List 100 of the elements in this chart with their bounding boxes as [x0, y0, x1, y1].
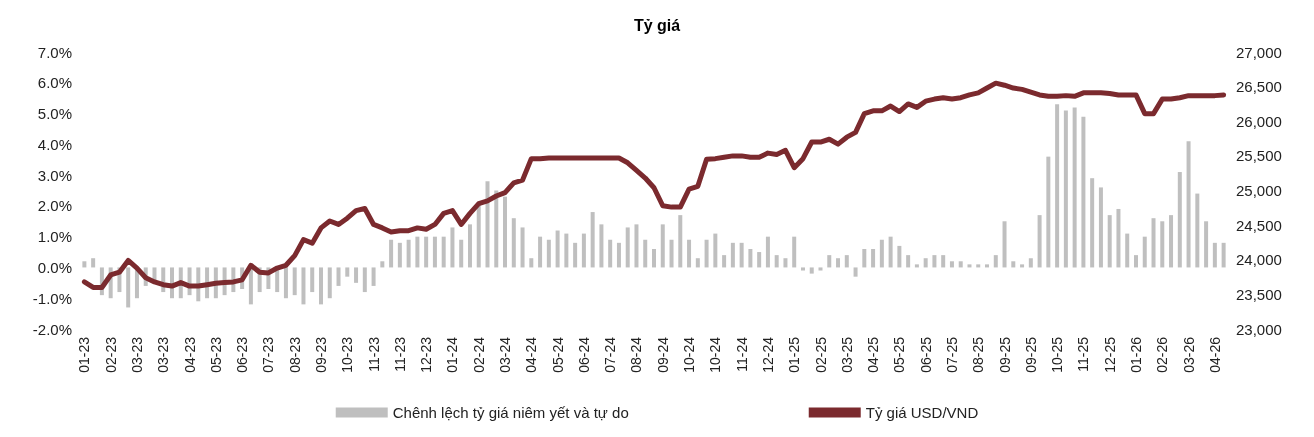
bar: [783, 258, 788, 268]
bar: [1116, 208, 1121, 268]
x-tick-label: 04-26: [1206, 336, 1223, 373]
bar: [827, 255, 832, 268]
bar: [1142, 236, 1147, 268]
bar: [520, 227, 525, 268]
bar: [1090, 178, 1095, 268]
y2-tick-label: 25,500: [1236, 147, 1282, 165]
bar: [634, 224, 639, 268]
bar: [415, 236, 420, 268]
bar: [1186, 141, 1191, 268]
bar: [336, 267, 341, 286]
x-tick-label: 12-24: [759, 336, 776, 373]
bar: [581, 233, 586, 268]
bar: [976, 264, 981, 268]
x-tick-label: 09-25: [996, 336, 1013, 373]
bar: [748, 248, 753, 268]
bar: [1072, 107, 1077, 268]
bar: [818, 267, 823, 271]
x-tick-label: 08-25: [970, 336, 987, 373]
bar: [704, 239, 709, 268]
bar: [1063, 110, 1068, 268]
x-tick-label: 06-23: [234, 336, 251, 373]
bar: [538, 236, 543, 268]
x-tick-label: 01-26: [1127, 336, 1144, 373]
bar: [608, 239, 613, 268]
y-tick-label: 2.0%: [37, 197, 72, 215]
x-tick-label: 01-24: [444, 336, 461, 373]
bar: [792, 236, 797, 268]
bar: [985, 264, 990, 268]
bar: [555, 230, 560, 268]
bar: [546, 239, 551, 268]
x-tick-label: 10-24: [681, 336, 698, 373]
x-tick-label: 04-23: [181, 336, 198, 373]
x-tick-label: 12-25: [1101, 336, 1118, 373]
x-tick-label: 08-23: [286, 336, 303, 373]
bar: [467, 224, 472, 268]
bar: [1081, 116, 1086, 268]
bar: [485, 181, 490, 268]
x-tick-label: 09-23: [312, 336, 329, 373]
x-tick-label: 03-23: [155, 336, 172, 373]
bar: [800, 267, 805, 271]
legend-label: Chênh lệch tỷ giá niêm yết và tự do: [392, 404, 629, 421]
x-tick-label: 06-24: [575, 336, 592, 373]
x-tick-label: 07-24: [602, 336, 619, 373]
x-tick-label: 12-23: [418, 336, 435, 373]
x-tick-label: 11-25: [1075, 336, 1092, 372]
bar: [1002, 221, 1007, 268]
bar: [450, 227, 455, 268]
bar: [809, 267, 814, 274]
y-tick-label: -2.0%: [32, 320, 72, 338]
bar: [1204, 221, 1209, 268]
y2-tick-label: 25,000: [1236, 182, 1282, 199]
bar: [897, 245, 902, 268]
y-tick-label: 0.0%: [37, 258, 72, 276]
bar: [652, 248, 656, 268]
y2-tick-label: 24,000: [1236, 251, 1282, 269]
bar: [494, 190, 499, 268]
bar: [1098, 187, 1103, 268]
bar: [1011, 261, 1016, 268]
bar: [695, 258, 700, 268]
bar: [1125, 233, 1130, 268]
x-tick-label: 09-24: [654, 336, 671, 373]
y2-tick-label: 26,000: [1236, 112, 1282, 130]
bar: [318, 267, 323, 305]
y-tick-label: -1.0%: [32, 289, 72, 307]
x-tick-label: 03-25: [838, 336, 855, 373]
x-tick-label: 11-24: [733, 336, 750, 372]
bar: [590, 212, 595, 268]
bar: [283, 267, 288, 299]
x-tick-label: 10-23: [339, 336, 356, 373]
x-tick-label: 07-23: [260, 336, 277, 373]
bar: [774, 255, 779, 268]
bar: [599, 224, 604, 268]
bar: [660, 224, 665, 268]
bar: [292, 267, 297, 296]
x-tick-label: 02-26: [1154, 336, 1171, 373]
bar: [406, 239, 411, 268]
bar: [888, 236, 893, 268]
bar: [722, 255, 727, 268]
bar: [914, 264, 919, 268]
x-tick-label: 10-24: [707, 336, 724, 373]
x-tick-label: 10-25: [1049, 336, 1066, 373]
bar: [1195, 193, 1200, 268]
x-tick-label: 02-25: [812, 336, 829, 373]
x-tick-label: 04-24: [523, 336, 540, 373]
bar: [678, 215, 683, 268]
bar: [993, 255, 998, 268]
bar: [511, 218, 516, 268]
x-tick-label: 08-24: [628, 336, 645, 373]
bar: [844, 255, 849, 268]
bar: [432, 236, 437, 268]
bar: [739, 242, 744, 268]
bar: [1107, 215, 1112, 268]
bar: [941, 255, 946, 268]
y-tick-label: 6.0%: [37, 74, 72, 92]
bar: [923, 258, 928, 268]
x-tick-label: 03-23: [128, 336, 145, 373]
bar: [757, 252, 762, 268]
bar: [1212, 242, 1217, 268]
